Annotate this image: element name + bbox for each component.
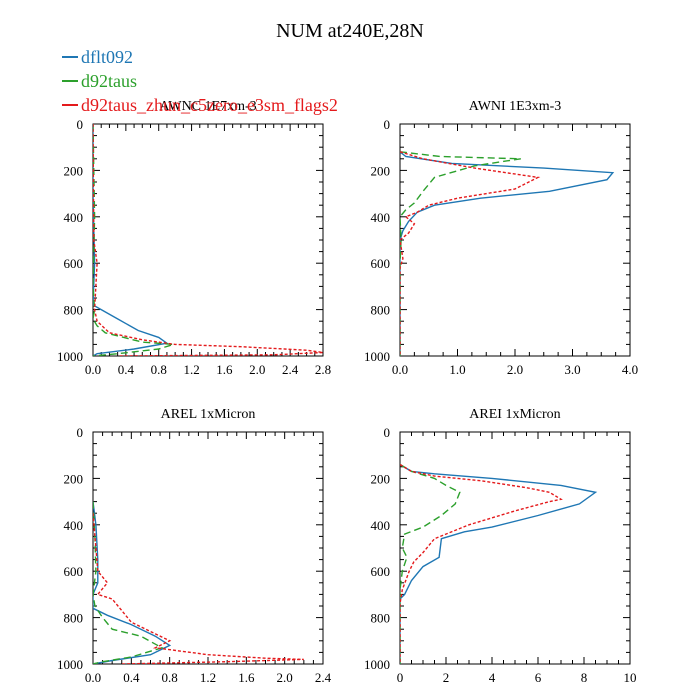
x-tick-label: 6	[535, 670, 542, 685]
x-tick-label: 0.4	[123, 670, 140, 685]
x-tick-label: 1.6	[238, 670, 255, 685]
x-tick-label: 0.8	[162, 670, 178, 685]
y-tick-label: 0	[384, 425, 391, 440]
series-line-d92taus	[93, 124, 174, 356]
series-line-dflt092	[93, 124, 169, 356]
y-tick-label: 400	[371, 518, 391, 533]
y-tick-label: 800	[64, 611, 84, 626]
x-tick-label: 0.0	[85, 670, 101, 685]
x-tick-label: 0.8	[151, 362, 167, 377]
x-tick-label: 2.4	[282, 362, 299, 377]
series-line-d92taus-zhun-c5zero-e3sm-flags2	[93, 124, 323, 356]
y-tick-label: 400	[64, 518, 84, 533]
series-line-d92taus-zhun-c5zero-e3sm-flags2	[400, 463, 563, 664]
legend-entry-dflt092: dflt092	[62, 44, 338, 68]
series-line-d92taus	[93, 501, 164, 664]
x-tick-label: 0	[397, 670, 404, 685]
legend-entry-flags2: d92taus_zhun_c5zero_e3sm_flags2	[62, 92, 338, 116]
y-tick-label: 200	[371, 471, 391, 486]
x-tick-label: 0.0	[85, 362, 101, 377]
y-tick-label: 800	[371, 303, 391, 318]
y-tick-label: 1000	[57, 657, 83, 672]
y-tick-label: 400	[64, 210, 84, 225]
y-tick-label: 200	[371, 163, 391, 178]
x-tick-label: 8	[581, 670, 588, 685]
x-tick-label: 2.0	[277, 670, 293, 685]
x-tick-label: 1.6	[216, 362, 233, 377]
y-tick-label: 0	[77, 425, 84, 440]
series-line-dflt092	[93, 501, 172, 664]
x-tick-label: 2.0	[507, 362, 523, 377]
series-line-d92taus	[400, 463, 461, 664]
y-tick-label: 600	[64, 256, 84, 271]
series-line-d92taus-zhun-c5zero-e3sm-flags2	[400, 151, 541, 356]
plot-frame	[92, 123, 324, 357]
y-tick-label: 600	[371, 564, 391, 579]
x-tick-label: 2	[443, 670, 450, 685]
x-tick-label: 1.2	[200, 670, 216, 685]
legend-label: d92taus_zhun_c5zero_e3sm_flags2	[81, 94, 338, 115]
legend-label: dflt092	[81, 46, 133, 67]
panel-title: AREI 1xMicron	[469, 407, 560, 422]
panel-title: AWNI 1E3xm-3	[469, 99, 562, 114]
x-tick-label: 0.0	[392, 362, 408, 377]
plot-frame	[92, 431, 324, 665]
series-line-d92taus-zhun-c5zero-e3sm-flags2	[93, 513, 304, 664]
y-tick-label: 200	[64, 163, 84, 178]
y-tick-label: 1000	[57, 349, 83, 364]
y-tick-label: 400	[371, 210, 391, 225]
x-tick-label: 1.0	[449, 362, 465, 377]
legend-swatch	[62, 103, 78, 106]
x-tick-label: 1.2	[183, 362, 199, 377]
y-tick-label: 600	[371, 256, 391, 271]
y-tick-label: 800	[371, 611, 391, 626]
x-tick-label: 4.0	[622, 362, 638, 377]
x-tick-label: 4	[489, 670, 496, 685]
y-tick-label: 600	[64, 564, 84, 579]
y-tick-label: 0	[384, 117, 391, 132]
figure-title: NUM at240E,28N	[276, 20, 424, 42]
legend-entry-d92taus: d92taus	[62, 68, 338, 92]
legend: dflt092 d92taus d92taus_zhun_c5zero_e3sm…	[62, 44, 338, 116]
x-tick-label: 10	[624, 670, 637, 685]
x-tick-label: 0.4	[118, 362, 135, 377]
x-tick-label: 2.0	[249, 362, 265, 377]
series-line-dflt092	[400, 151, 615, 356]
y-tick-label: 1000	[364, 349, 390, 364]
y-tick-label: 0	[77, 117, 84, 132]
legend-swatch	[62, 55, 78, 58]
series-line-d92taus	[400, 151, 521, 356]
series-line-dflt092	[400, 463, 598, 664]
legend-label: d92taus	[81, 70, 137, 91]
y-tick-label: 200	[64, 471, 84, 486]
plot-frame	[399, 431, 631, 665]
y-tick-label: 1000	[364, 657, 390, 672]
x-tick-label: 3.0	[564, 362, 580, 377]
y-tick-label: 800	[64, 303, 84, 318]
panel-title: AREL 1xMicron	[161, 407, 256, 422]
legend-swatch	[62, 79, 78, 82]
panel-title: AWNC 1E7xm-3	[159, 99, 256, 114]
x-tick-label: 2.4	[315, 670, 332, 685]
x-tick-label: 2.8	[315, 362, 331, 377]
